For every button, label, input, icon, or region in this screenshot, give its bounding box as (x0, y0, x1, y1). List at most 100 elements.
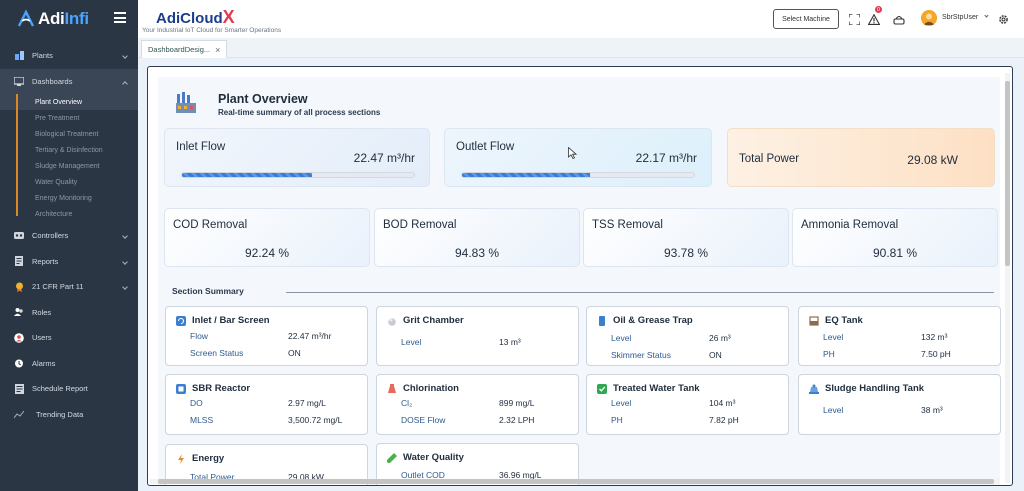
page-title: Plant Overview (218, 92, 308, 106)
machine-status-icon[interactable] (893, 12, 905, 25)
dashboard-submenu: Plant Overview Pre Treatment Biological … (0, 94, 138, 222)
logo-text: AdiInfi (38, 9, 89, 28)
submenu-item-architecture[interactable]: Architecture (35, 210, 73, 218)
overview-header: Plant Overview Real-time summary of all … (158, 77, 1000, 125)
logo-icon (16, 9, 36, 29)
grit-icon (387, 316, 397, 326)
sidebar-item-label: Dashboards (32, 76, 73, 86)
section-card-grit: Grit Chamber Level 13 m³ (376, 306, 579, 366)
submenu-item-energy-monitoring[interactable]: Energy Monitoring (35, 194, 92, 202)
dashboard-frame: Plant Overview Real-time summary of all … (147, 66, 1013, 486)
section-title: Chlorination (403, 383, 459, 394)
section-title: Sludge Handling Tank (825, 383, 925, 394)
sidebar-item-plants[interactable]: Plants (0, 43, 138, 69)
tab-label: DashboardDesig... (148, 45, 211, 54)
top-bar: AdiCloudX Your Industrial IoT Cloud for … (138, 0, 1024, 38)
mouse-cursor-icon (568, 147, 577, 159)
submenu-item-pre-treatment[interactable]: Pre Treatment (35, 114, 80, 122)
sidebar-item-label: Trending Data (36, 409, 84, 419)
check-icon (597, 383, 607, 394)
alert-icon[interactable] (867, 12, 881, 25)
menu-toggle-icon[interactable] (114, 12, 126, 23)
fullscreen-icon[interactable] (848, 12, 861, 26)
app-subtitle: Your Industrial IoT Cloud for Smarter Op… (142, 27, 282, 34)
chevron-down-icon (122, 53, 128, 59)
section-card-chlorination: Chlorination Cl₂ 899 mg/L DOSE Flow 2.32 L… (376, 374, 579, 435)
sidebar-item-controllers[interactable]: Controllers (0, 223, 138, 249)
section-card-eq-tank: EQ Tank Level 132 m³ PH 7.50 pH (798, 306, 1001, 366)
submenu-item-plant-overview[interactable]: Plant Overview (0, 94, 138, 110)
chevron-down-icon (122, 233, 128, 239)
horizontal-scrollbar[interactable] (150, 479, 1000, 484)
sidebar-item-reports[interactable]: Reports (0, 249, 138, 275)
sidebar-item-roles[interactable]: Roles (0, 300, 138, 326)
dashboard-icon (14, 76, 24, 86)
controller-icon (14, 231, 24, 241)
sidebar-item-dashboards[interactable]: Dashboards (0, 68, 138, 94)
section-card-oil-grease: Oil & Grease Trap Level 26 m³ Skimmer Sta… (586, 306, 789, 366)
sidebar-item-label: Schedule Report (32, 384, 88, 394)
section-card-treated-water: Treated Water Tank Level 104 m³ PH 7.82 pH (586, 374, 789, 435)
outlet-flow-bar-fill (462, 173, 590, 177)
card-value: 92.24 % (244, 246, 290, 260)
card-value: 22.47 m³/hr (353, 151, 415, 165)
submenu-item-tertiary-disinfection[interactable]: Tertiary & Disinfection (35, 146, 103, 154)
trap-icon (597, 315, 607, 326)
notification-badge: 0 (875, 6, 882, 13)
chevron-down-icon (122, 258, 128, 265)
users-icon (14, 332, 24, 343)
section-title: Water Quality (403, 452, 464, 463)
section-card-inlet: Inlet / Bar Screen Flow 22.47 m³/hr Scree… (165, 306, 368, 366)
sidebar-item-schedule-report[interactable]: Schedule Report (0, 376, 138, 402)
section-title: SBR Reactor (192, 383, 251, 394)
sidebar-item-alarms[interactable]: Alarms (0, 351, 138, 377)
section-title: Inlet / Bar Screen (192, 315, 270, 326)
test-tube-icon (387, 452, 397, 463)
app-title: AdiCloudX (156, 7, 235, 27)
page-subtitle: Real-time summary of all process section… (218, 108, 381, 117)
submenu-item-biological-treatment[interactable]: Biological Treatment (35, 130, 99, 138)
sidebar-item-trending-data[interactable]: Trending Data (0, 402, 138, 428)
submenu-item-water-quality[interactable]: Water Quality (35, 178, 78, 186)
chevron-down-icon[interactable] (984, 13, 989, 18)
section-title: Energy (192, 453, 225, 464)
section-title: Grit Chamber (403, 315, 464, 326)
sidebar-item-label: Roles (32, 307, 52, 317)
submenu-item-sludge-management[interactable]: Sludge Management (35, 162, 100, 170)
gear-icon[interactable] (998, 12, 1010, 24)
section-summary-title: Section Summary (172, 286, 244, 296)
inlet-flow-bar (181, 172, 415, 178)
card-label: Outlet Flow (456, 141, 515, 153)
section-title: Treated Water Tank (613, 383, 700, 394)
outlet-flow-bar (461, 172, 695, 178)
sidebar-item-cfr[interactable]: 21 CFR Part 11 (0, 274, 138, 300)
cod-removal-card: COD Removal 92.24 % (164, 208, 370, 267)
select-machine-button[interactable]: Select Machine (773, 9, 839, 29)
scrollbar-thumb[interactable] (158, 479, 994, 484)
vertical-scrollbar[interactable] (1005, 73, 1010, 483)
user-name[interactable]: SbrStpUser (942, 14, 979, 21)
card-label: TSS Removal (592, 219, 663, 231)
divider (286, 292, 994, 293)
avatar[interactable] (921, 10, 937, 26)
dashboard-content: Plant Overview Real-time summary of all … (158, 77, 1001, 485)
scrollbar-thumb[interactable] (1005, 81, 1010, 266)
card-label: BOD Removal (383, 219, 457, 231)
trend-icon (14, 409, 24, 419)
card-label: Total Power (739, 153, 800, 165)
tab-dashboard-designer[interactable]: DashboardDesig... × (141, 40, 228, 58)
lightning-icon (176, 453, 186, 464)
main-area: Plant Overview Real-time summary of all … (138, 58, 1024, 491)
sidebar-item-label: Alarms (32, 358, 56, 368)
ammonia-removal-card: Ammonia Removal 90.81 % (792, 208, 998, 267)
sidebar-item-users[interactable]: Users (0, 325, 138, 351)
section-card-sludge: Sludge Handling Tank Level 38 m³ (798, 374, 1001, 435)
section-card-sbr: SBR Reactor DO 2.97 mg/L MLSS 3,500.72 mg/… (165, 374, 368, 435)
tab-bar: DashboardDesig... × (138, 38, 1024, 58)
chevron-down-icon (122, 284, 128, 290)
close-icon[interactable]: × (215, 44, 221, 55)
bod-removal-card: BOD Removal 94.83 % (374, 208, 580, 267)
roles-icon (14, 307, 24, 317)
card-value: 22.17 m³/hr (635, 151, 697, 165)
sludge-icon (809, 384, 819, 394)
